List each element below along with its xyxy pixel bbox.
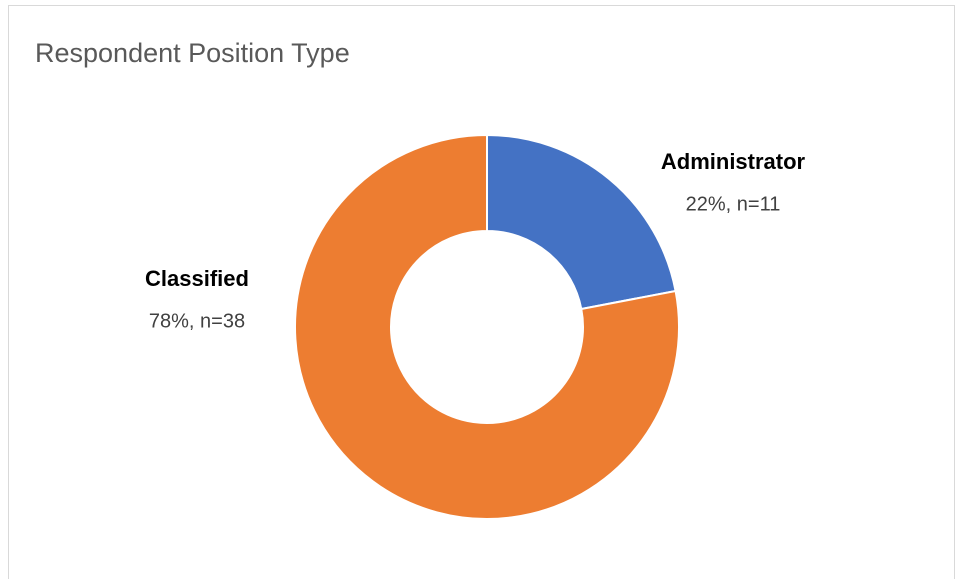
- data-label: 22%, n=11: [686, 193, 781, 215]
- category-label: Classified: [145, 266, 249, 291]
- chart-title: Respondent Position Type: [35, 38, 350, 68]
- donut-slice: [294, 133, 680, 520]
- data-label: 78%, n=38: [149, 310, 245, 332]
- donut-slice: [486, 133, 677, 311]
- category-label: Administrator: [661, 149, 806, 174]
